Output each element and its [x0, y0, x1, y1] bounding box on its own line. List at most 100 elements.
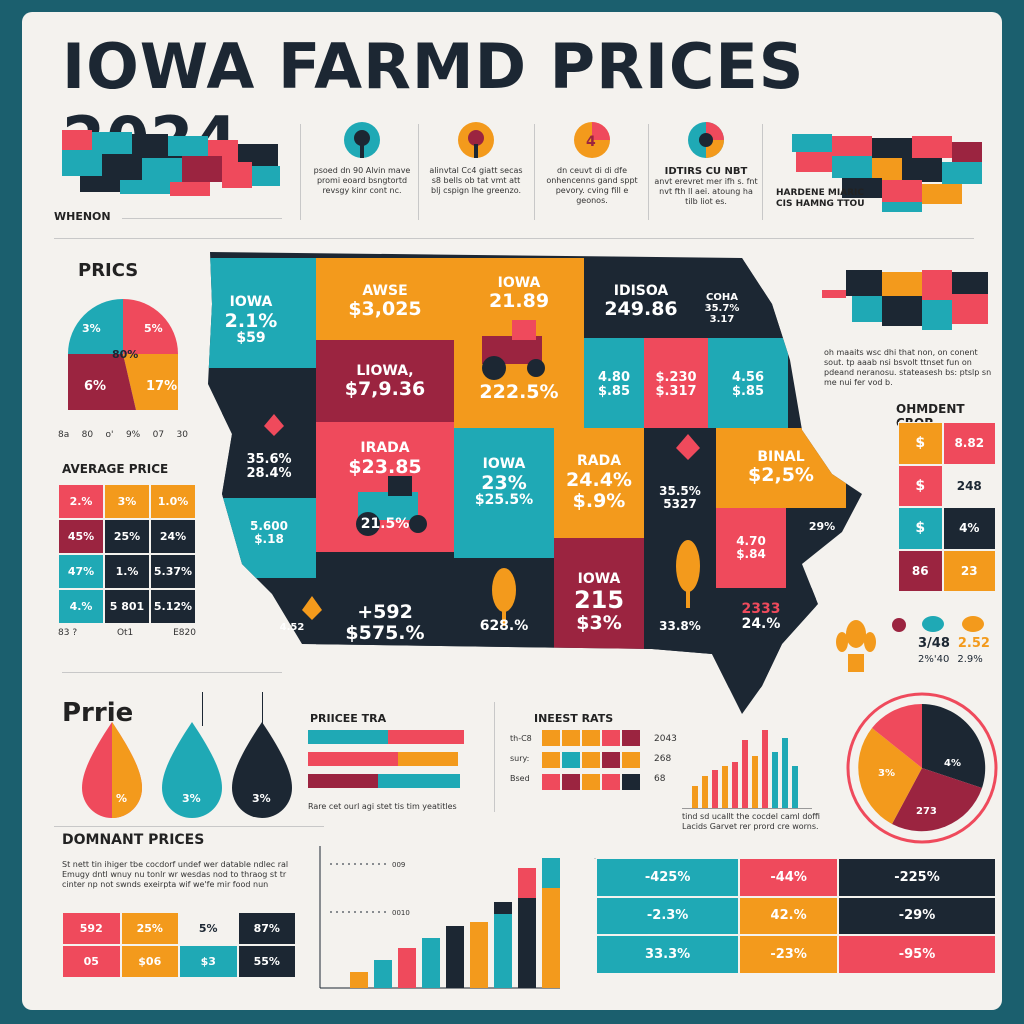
table-cell: 47% — [58, 554, 104, 589]
leaf-icon — [302, 596, 322, 620]
drop-shape-half — [112, 722, 142, 818]
map-region: BINAL $2,5% — [716, 428, 846, 508]
table-cell: 2.% — [58, 484, 104, 519]
map-region: AWSE $3,025 — [316, 262, 454, 342]
region-value: 2.1% — [224, 309, 278, 332]
top-right-label: HARDENE MIARIC CIS HAMNG TTOU — [776, 188, 865, 209]
table-cell: 42.% — [739, 896, 838, 936]
row-value: 2043 — [654, 734, 677, 744]
region-sub: $.9% — [572, 489, 626, 512]
pie-slice-maroon — [68, 354, 136, 410]
region-value: 24.4% — [566, 468, 632, 491]
map-region: 33.8% — [644, 612, 716, 642]
table-cell: 45% — [58, 519, 104, 554]
region-sub: 222.5% — [479, 380, 559, 403]
region-label: 5.600 — [250, 518, 288, 533]
region-label: 29% — [808, 519, 836, 533]
region-label: RADA — [576, 453, 622, 470]
wheat-icon — [492, 568, 516, 626]
dominant-prices-heading: DOMNANT PRICES — [62, 832, 205, 848]
dot-icon — [892, 618, 906, 632]
mini-map-mid-right — [822, 270, 988, 330]
region-label: COHA — [706, 291, 738, 303]
icon-row-values: 2%'40 2.9% — [918, 654, 1002, 665]
map-region: IOWA 215 $3% — [554, 558, 644, 648]
info-text: alinvtal Cc4 giatt secas s8 bells ob tat… — [429, 166, 523, 195]
region-label: IOWA — [577, 570, 621, 587]
table-cell: 33.3% — [596, 935, 740, 974]
info-column-2: alinvtal Cc4 giatt secas s8 bells ob tat… — [426, 118, 526, 196]
table-cell: -95% — [837, 935, 996, 974]
pie-label: 6% — [84, 379, 106, 394]
pie-slice-red — [872, 704, 922, 768]
axis-label: 9% — [125, 430, 141, 440]
table-cell: -44% — [739, 858, 838, 897]
table-cell: $06 — [120, 945, 179, 978]
map-region: 35.6% 28.4% — [222, 442, 316, 492]
region-value: $.85 — [597, 384, 631, 399]
dominant-prices-text: St nett tin ihiger tbe cocdorf undef wer… — [62, 860, 289, 889]
info-column-1: psoed dn 90 Alvin mave promi eoard bsngt… — [312, 118, 412, 196]
lightbulb-icon — [344, 122, 380, 158]
divider — [202, 692, 203, 726]
map-region: 4.80 $.85 — [584, 340, 644, 430]
prices-heading: PRICS — [78, 260, 139, 281]
dominant-prices-table: 592 25% 5% 87% 05 $06 $3 55% — [62, 912, 296, 978]
map-region: 4.70 $.84 — [716, 508, 786, 588]
region-label: 4.56 — [731, 369, 765, 385]
footer-label: Ot1 — [116, 628, 134, 638]
region-label: 4.52 — [279, 621, 305, 633]
region-value: 35.7% — [704, 302, 740, 314]
region-value: 23% — [481, 471, 527, 494]
table-cell: 24% — [150, 519, 196, 554]
drop-chart: % 3% 3% — [82, 722, 292, 818]
column-chart-caption: tind sd ucallt the cocdel caml doffi Lac… — [682, 812, 821, 831]
map-region: $.230 $.317 — [644, 340, 708, 430]
drop-label: 3% — [182, 792, 201, 805]
table-cell: 4.% — [58, 589, 104, 624]
region-value: $.84 — [736, 547, 766, 561]
table-cell: 5.37% — [150, 554, 196, 589]
pie-label: 273 — [916, 806, 937, 817]
pie-slice-navy — [922, 704, 986, 788]
map-region: IOWA 2.1% $59 — [192, 266, 310, 376]
region-label: IOWA — [497, 274, 541, 291]
icon-row-value: 2%'40 — [918, 654, 950, 665]
row-label: sury: — [510, 754, 530, 763]
table-cell: 8.82 — [942, 422, 996, 465]
region-label: AWSE — [362, 282, 408, 299]
map-region: 29% — [792, 512, 852, 542]
region-value: $2,5% — [748, 464, 814, 487]
table-cell: 86 — [898, 549, 943, 592]
pie-label: 3% — [878, 768, 895, 779]
region-label: LIOWA, — [356, 362, 414, 379]
pie-label: 3% — [82, 322, 101, 335]
divider — [122, 218, 282, 219]
region-label: IDISOA — [613, 282, 669, 299]
map-region: 222.5% — [454, 378, 584, 406]
map-region: 5.600 $.18 — [222, 498, 316, 568]
table-cell: 248 — [942, 464, 996, 507]
region-label: 4.70 — [736, 533, 766, 548]
region-value: $.317 — [655, 384, 697, 399]
table-cell: 1.% — [104, 554, 150, 589]
region-value: $.85 — [731, 384, 765, 399]
region-sub: 3.17 — [709, 313, 735, 325]
axis-label: 8a — [58, 430, 70, 440]
region-label: 35.5% — [659, 483, 701, 498]
table-cell: 55% — [237, 945, 296, 978]
divider — [648, 124, 649, 220]
info-text: psoed dn 90 Alvin mave promi eoard bsngt… — [313, 166, 411, 195]
pie-center-label: 80% — [112, 348, 138, 361]
info-text: dn ceuvt di di dfe onhencenns gand sppt … — [546, 166, 638, 205]
map-region: LIOWA, $7,9.36 — [316, 342, 454, 422]
region-value: $7,9.36 — [344, 378, 426, 401]
table-cell: $3 — [179, 945, 238, 978]
map-region: +592 $575.% — [316, 588, 454, 658]
big-pie-chart: 3% 4% 273 — [846, 692, 998, 844]
icon-row-value: 2.9% — [957, 654, 983, 665]
price-trends-caption: Rare cet ourl agi stet tis tim yeatitles — [308, 802, 457, 811]
interest-rates-grid — [542, 730, 640, 790]
region-value: $23.85 — [348, 455, 422, 478]
average-price-heading: AVERAGE PRICE — [62, 462, 169, 476]
